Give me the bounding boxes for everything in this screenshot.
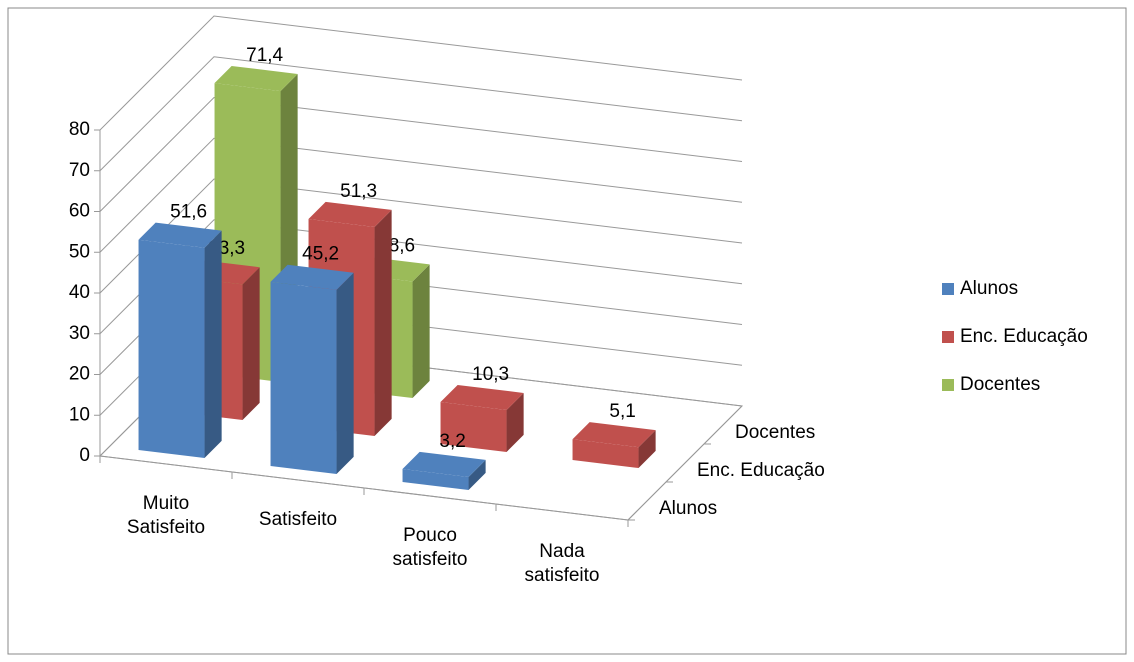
bar-front xyxy=(440,402,507,453)
legend-label: Docentes xyxy=(960,374,1040,395)
data-label: 45,2 xyxy=(302,244,339,265)
bar-top xyxy=(440,384,524,411)
bar-front xyxy=(138,239,205,459)
y-tick-label: 80 xyxy=(69,119,90,140)
y-tick-label: 30 xyxy=(69,323,90,344)
bar-side xyxy=(336,272,354,475)
bar-front xyxy=(402,468,469,491)
y-tick-label: 60 xyxy=(69,201,90,222)
bar-top xyxy=(138,222,222,248)
data-label: 51,6 xyxy=(170,202,207,223)
y-tick-label: 20 xyxy=(69,364,90,385)
depth-label: Enc. Educação xyxy=(697,460,825,481)
depth-label: Alunos xyxy=(659,498,717,519)
bar-top xyxy=(270,264,354,290)
y-tick-label: 10 xyxy=(69,404,90,425)
bar-side xyxy=(468,459,486,491)
y-tick-label: 40 xyxy=(69,282,90,303)
grid-line xyxy=(99,178,743,294)
data-label: 5,1 xyxy=(609,401,635,422)
bar-side xyxy=(412,264,430,399)
x-tick-label: Satisfeito xyxy=(258,509,338,530)
legend-swatch xyxy=(942,283,954,295)
bar-side xyxy=(374,209,392,437)
data-label: 3,2 xyxy=(439,431,465,452)
bar-top xyxy=(308,201,392,227)
bar-front xyxy=(270,281,337,475)
legend-label: Enc. Educação xyxy=(960,326,1088,347)
grid-line xyxy=(99,15,743,131)
legend-swatch xyxy=(942,379,954,391)
bar-side xyxy=(242,267,260,421)
grid-line xyxy=(99,96,743,212)
y-tick-label: 70 xyxy=(69,160,90,181)
data-label: 71,4 xyxy=(246,45,283,66)
data-label: 10,3 xyxy=(472,364,509,385)
y-tick-label: 50 xyxy=(69,241,90,262)
x-tick-label: Pouco satisfeito xyxy=(392,525,468,570)
grid-line xyxy=(99,219,743,335)
x-tick-label: Nada satisfeito xyxy=(524,541,600,586)
legend-label: Alunos xyxy=(960,278,1018,299)
depth-axis xyxy=(627,405,743,521)
bar-side xyxy=(204,230,222,459)
bar-front xyxy=(572,439,639,469)
bar-top xyxy=(402,451,486,477)
legend-swatch xyxy=(942,331,954,343)
bar-side xyxy=(506,392,524,453)
bar-side xyxy=(638,430,656,469)
x-tick-label: Muito Satisfeito xyxy=(126,493,206,538)
data-label: 51,3 xyxy=(340,181,377,202)
grid-line xyxy=(99,56,743,172)
grid-line xyxy=(99,137,743,253)
bar-top xyxy=(572,422,656,448)
y-tick-label: 0 xyxy=(79,445,90,466)
depth-label: Docentes xyxy=(735,422,815,443)
bar-top xyxy=(214,65,298,92)
